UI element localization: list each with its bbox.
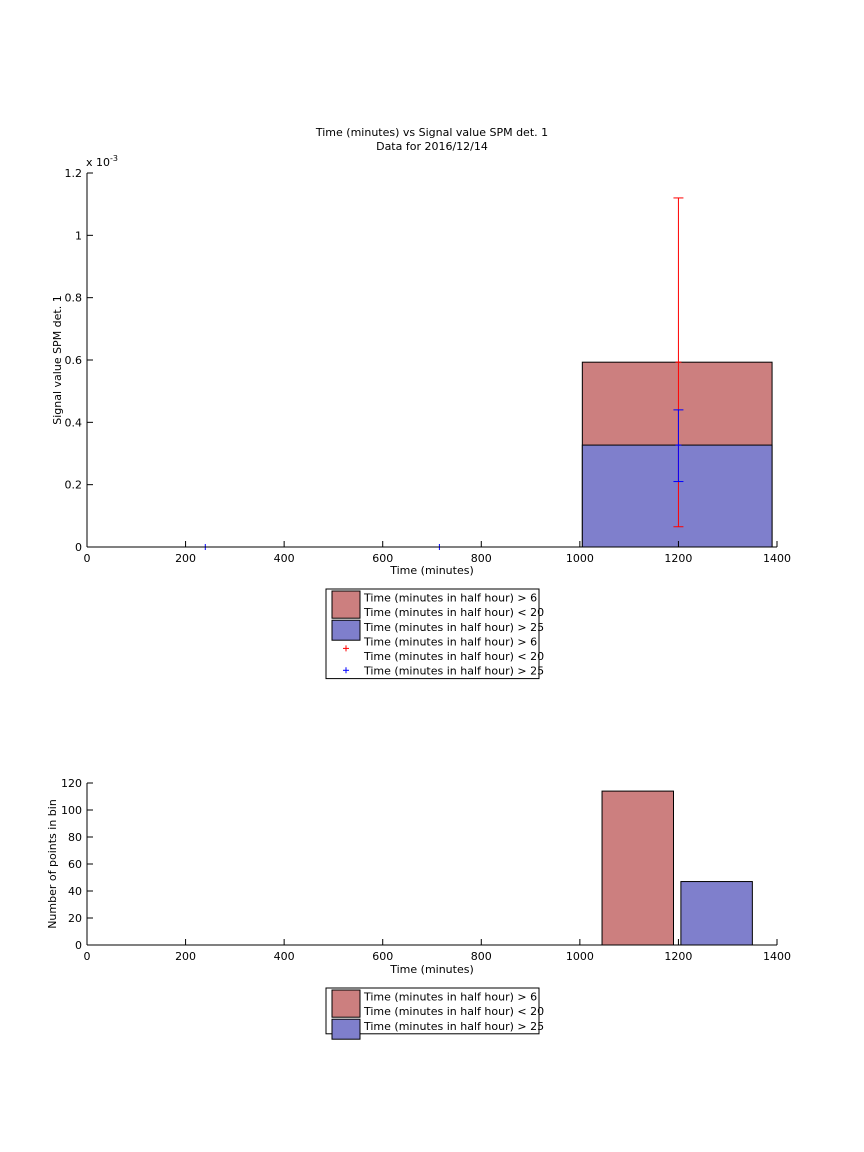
x-tick-label: 1000 xyxy=(566,552,594,565)
x-tick-label: 600 xyxy=(372,950,393,963)
legend-label: Time (minutes in half hour) < 20 xyxy=(363,650,544,663)
chart-title: Time (minutes) vs Signal value SPM det. … xyxy=(315,126,548,139)
x-tick-label: 800 xyxy=(471,552,492,565)
y-tick-label: 80 xyxy=(68,831,82,844)
signal-plot-area: 0 200 400 600 800 1000 1200 1400 0 0.2 0.4 0.6 0.8 1 1… xyxy=(65,167,792,565)
x-tick-label: 200 xyxy=(175,552,196,565)
x-tick-label: 800 xyxy=(471,950,492,963)
x-tick-label: 1000 xyxy=(566,950,594,963)
x-tick-label: 200 xyxy=(175,950,196,963)
legend-box xyxy=(325,987,540,1035)
x-tick-label: 1200 xyxy=(664,552,692,565)
x-axis-label: Time (minutes) xyxy=(389,564,474,577)
y-tick-label: 0.8 xyxy=(65,292,83,305)
legend-label: Time (minutes in half hour) > 25 xyxy=(363,1020,544,1033)
y-tick-label: 1 xyxy=(75,229,82,242)
x-tick-label: 1200 xyxy=(664,950,692,963)
legend-swatch xyxy=(331,1018,361,1040)
x-tick-label: 400 xyxy=(274,950,295,963)
y-axis-label: Number of points in bin xyxy=(46,799,59,929)
y-tick-label: 0.6 xyxy=(65,354,83,367)
y-tick-label: 0 xyxy=(75,939,82,952)
y-exponent-power: -3 xyxy=(110,154,118,163)
bar xyxy=(601,790,674,946)
legend-label: Time (minutes in half hour) > 6 xyxy=(363,592,537,605)
y-tick-label: 0.4 xyxy=(65,416,83,429)
legend-label: Time (minutes in half hour) < 20 xyxy=(363,1005,544,1018)
legend-swatch xyxy=(331,590,361,619)
y-exponent-label: x 10-3 xyxy=(86,154,118,169)
x-tick-label: 1400 xyxy=(763,552,791,565)
signal-plot: Time (minutes) vs Signal value SPM det. … xyxy=(51,126,792,680)
y-axis-label: Signal value SPM det. 1 xyxy=(51,295,64,425)
legend-swatch xyxy=(331,619,361,641)
legend-label: Time (minutes in half hour) < 20 xyxy=(363,606,544,619)
y-tick-label: 0.2 xyxy=(65,479,83,492)
legend-swatch xyxy=(331,989,361,1018)
y-tick-label: 20 xyxy=(68,912,82,925)
y-tick-label: 40 xyxy=(68,885,82,898)
y-tick-label: 120 xyxy=(61,777,82,790)
legend-label: Time (minutes in half hour) > 6 xyxy=(363,991,537,1004)
count-plot-area: 0 200 400 600 800 1000 1200 1400 0 20 40 60 80 100 120 xyxy=(61,777,791,963)
x-tick-label: 0 xyxy=(84,552,91,565)
legend-label: Time (minutes in half hour) > 6 xyxy=(363,635,537,648)
x-tick-label: 600 xyxy=(372,552,393,565)
legend-label: Time (minutes in half hour) > 25 xyxy=(363,665,544,678)
y-tick-label: 1.2 xyxy=(65,167,83,180)
x-tick-label: 1400 xyxy=(763,950,791,963)
y-exponent-base: x 10 xyxy=(86,156,110,169)
y-tick-label: 60 xyxy=(68,858,82,871)
x-tick-label: 400 xyxy=(274,552,295,565)
y-tick-label: 100 xyxy=(61,804,82,817)
chart-subtitle: Data for 2016/12/14 xyxy=(376,140,488,153)
legend-box xyxy=(325,588,540,680)
x-tick-label: 0 xyxy=(84,950,91,963)
bar xyxy=(581,444,773,548)
count-plot: 0 200 400 600 800 1000 1200 1400 0 20 40 60 80 100 120… xyxy=(46,777,791,1040)
legend-label: Time (minutes in half hour) > 25 xyxy=(363,621,544,634)
y-tick-label: 0 xyxy=(75,541,82,554)
x-axis-label: Time (minutes) xyxy=(389,963,474,976)
bar xyxy=(680,881,753,946)
